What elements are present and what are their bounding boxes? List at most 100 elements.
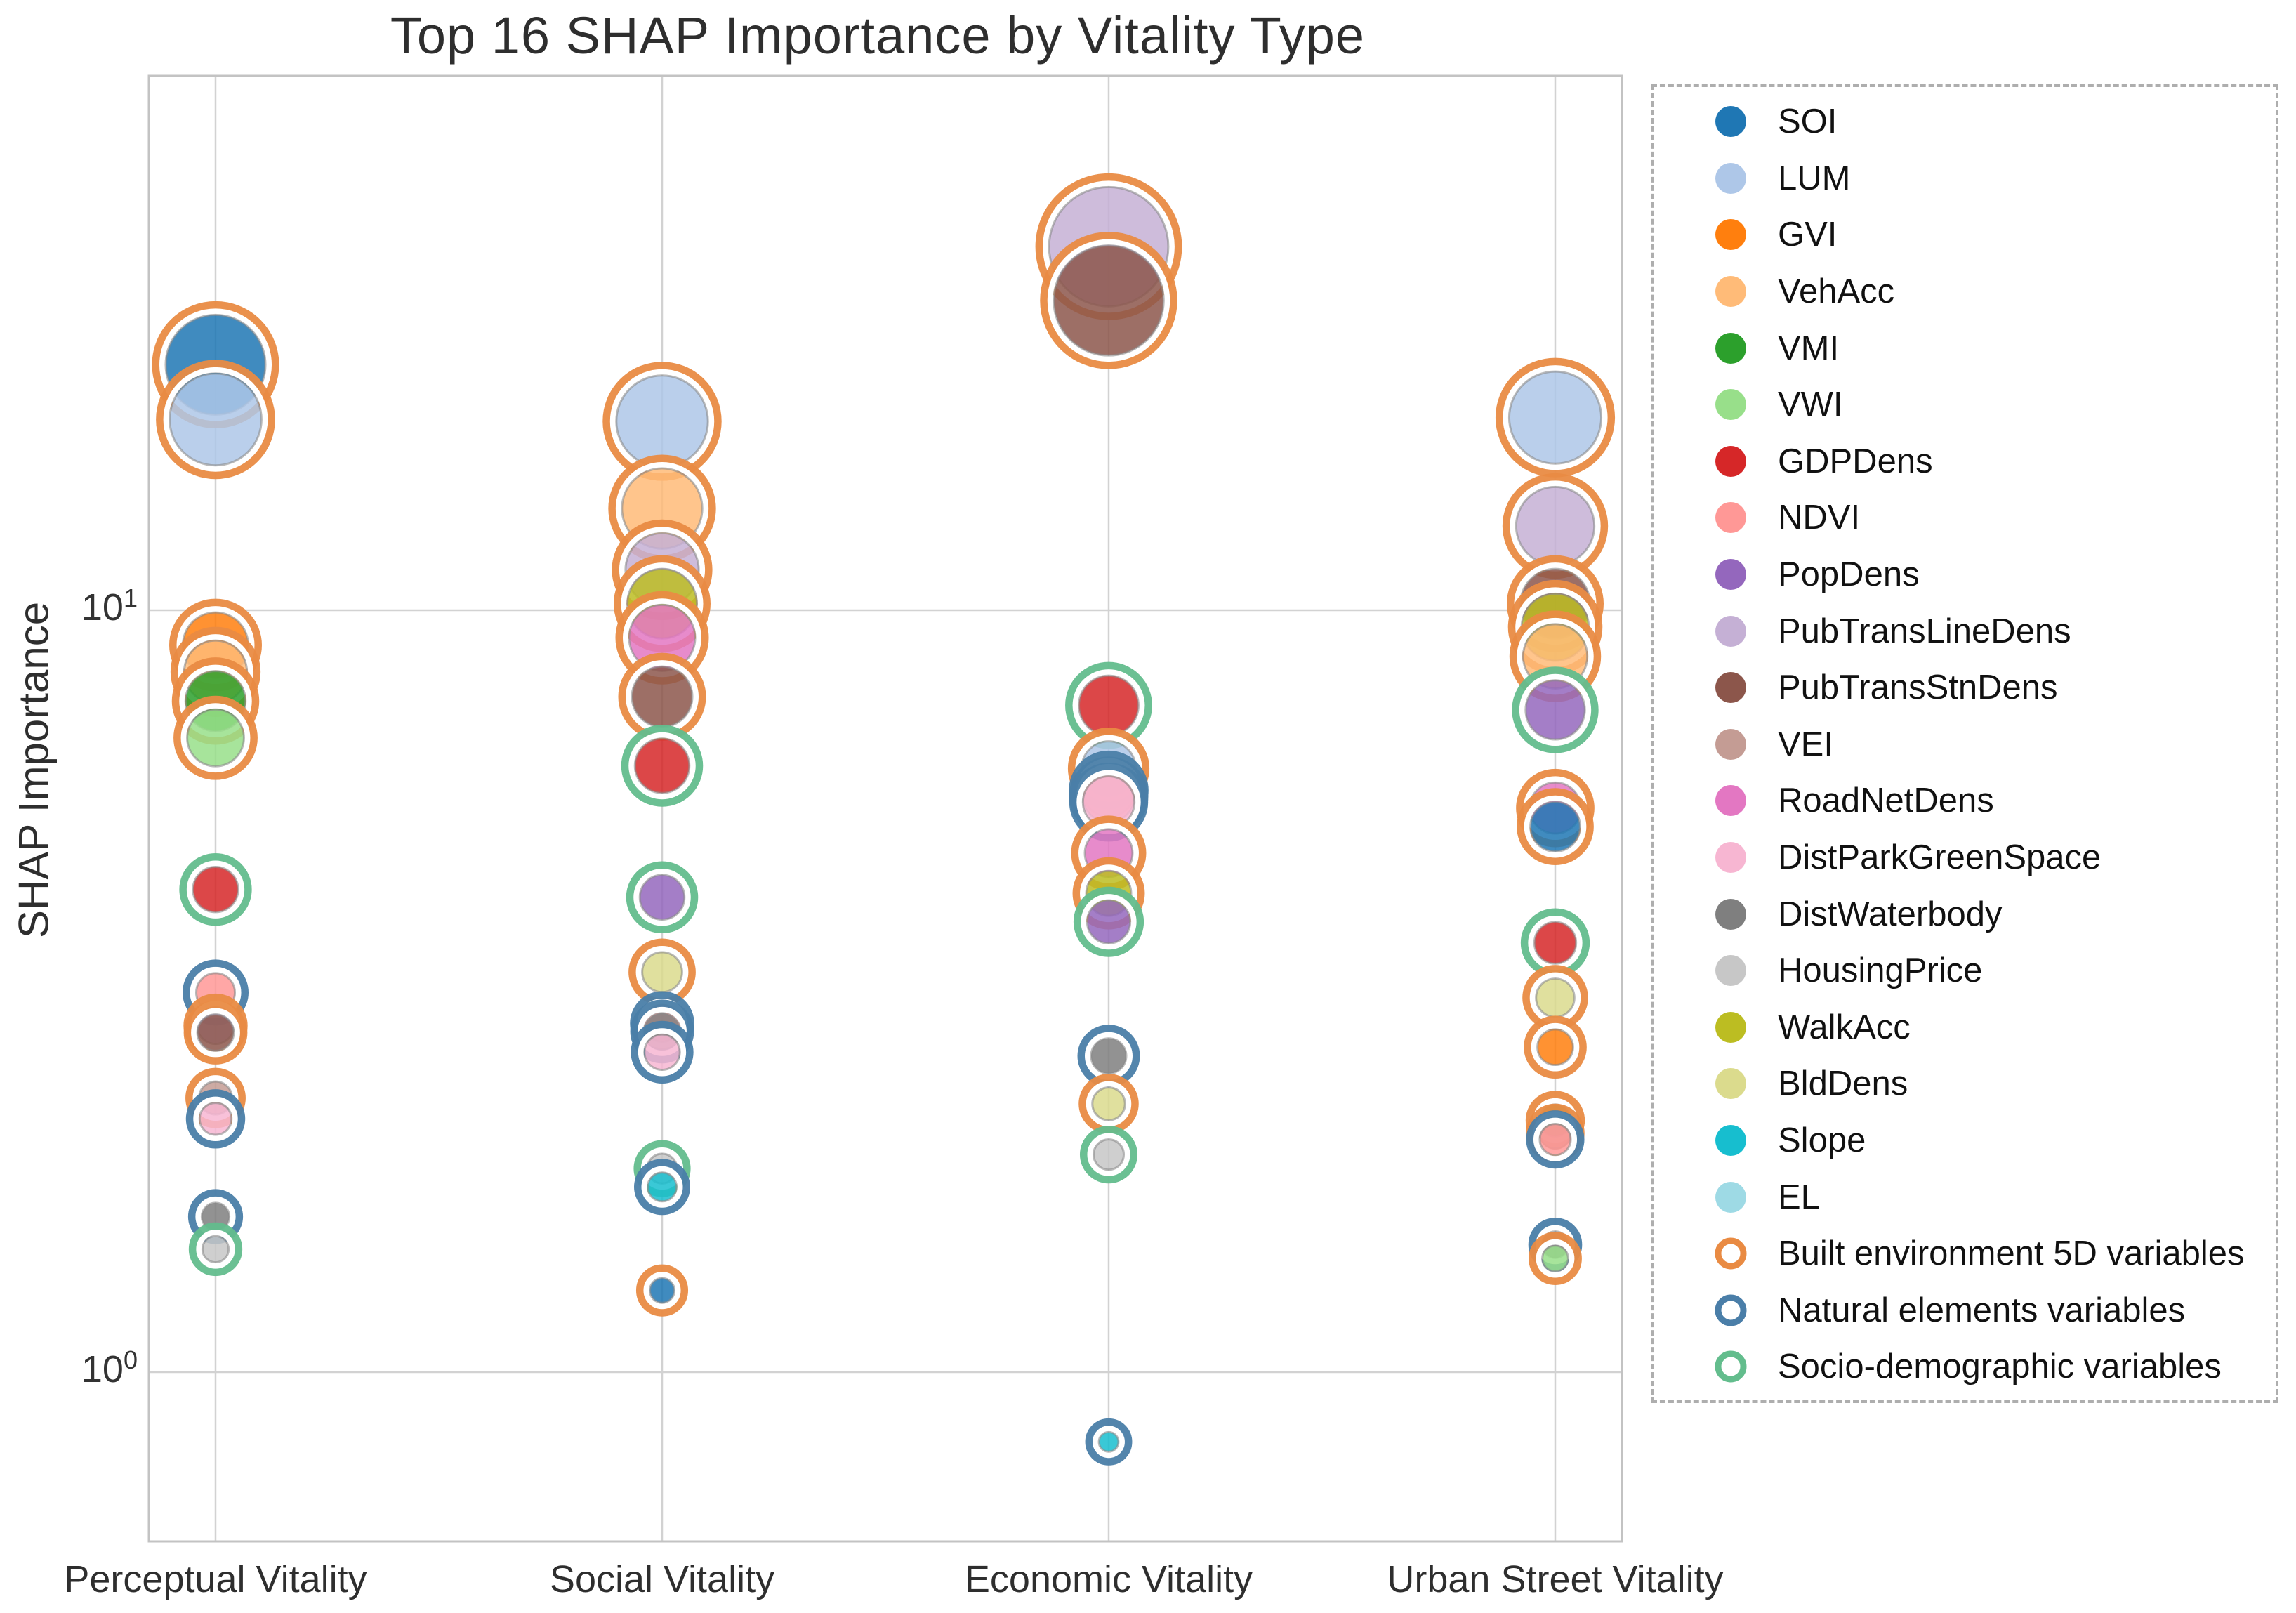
- bubble-ring-built: [156, 360, 275, 480]
- bubble-fill-Slope: [646, 1171, 678, 1203]
- bubble-gap: [1081, 894, 1137, 950]
- legend-label: EL: [1778, 1178, 1820, 1216]
- legend-label: VMI: [1778, 329, 1840, 367]
- bubble-fill-GDPDens: [1078, 674, 1140, 737]
- legend-label: GDPDens: [1778, 442, 1933, 480]
- legend-dot: [1715, 842, 1746, 874]
- legend-label: VEI: [1778, 725, 1833, 763]
- legend-dot: [1715, 672, 1746, 704]
- legend-dot-WalkAcc-icon: [1715, 1011, 1746, 1043]
- legend-item-legend-ring-socio: Socio-demographic variables: [1713, 1338, 2276, 1395]
- legend-label: PubTransLineDens: [1778, 612, 2071, 650]
- legend-dot: [1715, 898, 1746, 930]
- legend-dot: [1715, 332, 1746, 364]
- bubble-GDPDens: [1520, 908, 1590, 977]
- bubble-gap: [1087, 1133, 1130, 1176]
- legend-label: DistWaterbody: [1778, 895, 2003, 933]
- legend-dot: [1715, 728, 1746, 760]
- legend-label: Socio-demographic variables: [1778, 1348, 2222, 1386]
- legend-label: HousingPrice: [1778, 952, 1983, 990]
- legend-dot: [1715, 106, 1746, 138]
- series-social-vitality: [602, 362, 722, 1317]
- legend-label: VehAcc: [1778, 272, 1895, 311]
- bubble-HousingPrice: [188, 1222, 243, 1277]
- legend-label: BldDens: [1778, 1065, 1908, 1103]
- bubble-gap: [633, 869, 691, 926]
- legend-item-legend-dot-PubTransStnDens: PubTransStnDens: [1713, 659, 2276, 716]
- bubble-gap: [1503, 365, 1608, 470]
- bubble-fill-PopDens: [1086, 899, 1132, 944]
- series-perceptual-vitality: [152, 301, 279, 1277]
- legend-item-legend-dot-WalkAcc: WalkAcc: [1713, 999, 2276, 1056]
- plot-border: [147, 74, 1623, 1543]
- bubble-fill-SOI: [648, 1277, 676, 1304]
- bubble-gap: [641, 1166, 683, 1208]
- bubble-ring-built: [1517, 788, 1594, 865]
- legend-ring-natural-icon: [1715, 1294, 1747, 1326]
- bubble-ring-natural: [633, 1159, 691, 1216]
- chart-title: Top 16 SHAP Importance by Vitality Type: [390, 6, 1366, 65]
- bubble-gap: [1519, 673, 1592, 746]
- legend-dot: [1715, 276, 1746, 308]
- series-economic-vitality: [1035, 173, 1182, 1466]
- bubble-ring-socio: [626, 861, 699, 934]
- bubble-LUM: [156, 360, 275, 480]
- legend-label: GVI: [1778, 216, 1838, 254]
- legend-dot: [1715, 1124, 1746, 1156]
- bubble-fill-PubTransStnDens: [196, 1013, 235, 1052]
- bubble-ring-built: [635, 1264, 689, 1317]
- bubble-NDVI: [1526, 1110, 1585, 1169]
- legend-label: Slope: [1778, 1121, 1866, 1159]
- legend-dot: [1715, 219, 1746, 251]
- bubble-gap: [191, 1008, 240, 1058]
- bubble-ring-socio: [1512, 666, 1599, 753]
- legend-item-legend-dot-Slope: Slope: [1713, 1112, 2276, 1169]
- bubble-fill-HousingPrice: [1092, 1138, 1126, 1171]
- legend-dot-EL-icon: [1715, 1181, 1746, 1213]
- bubble-SOI: [635, 1264, 689, 1317]
- bubble-PubTransStnDens: [618, 652, 706, 741]
- bubble-gap: [1047, 239, 1170, 362]
- bubble-PopDens: [626, 861, 699, 934]
- bubble-DistParkGreenSpace: [185, 1089, 246, 1149]
- legend-dot: [1715, 1181, 1746, 1213]
- bubble-gap: [180, 703, 251, 773]
- bubble-gap: [1533, 1117, 1578, 1161]
- bubble-Slope: [1085, 1418, 1133, 1466]
- bubble-ring-built: [183, 1001, 248, 1065]
- bubble-fill-LUM: [169, 372, 263, 467]
- bubble-fill-PubTransStnDens: [1053, 244, 1165, 357]
- bubble-gap: [163, 367, 268, 472]
- bubble-ring-socio: [621, 725, 704, 807]
- bubble-fill-PopDens: [638, 874, 686, 921]
- bubble-fill-BldDens: [1535, 977, 1576, 1018]
- bubble-gap: [1086, 1081, 1132, 1127]
- legend-dot-DistParkGreenSpace-icon: [1715, 842, 1746, 874]
- bubble-HousingPrice: [1079, 1126, 1138, 1184]
- bubble-fill-SOI: [1529, 801, 1581, 852]
- legend-item-legend-dot-BldDens: BldDens: [1713, 1055, 2276, 1112]
- legend-ring: [1715, 1350, 1747, 1383]
- bubble-PubTransStnDens: [183, 1001, 248, 1065]
- legend-label: NDVI: [1778, 499, 1861, 537]
- bubble-fill-LUM: [615, 374, 709, 468]
- legend-label: Built environment 5D variables: [1778, 1235, 2245, 1273]
- bubble-GDPDens: [1065, 661, 1152, 749]
- legend-item-legend-ring-natural: Natural elements variables: [1713, 1282, 2276, 1338]
- legend-dot-RoadNetDens-icon: [1715, 785, 1746, 817]
- legend-dot: [1715, 502, 1746, 534]
- legend-dot: [1715, 955, 1746, 987]
- legend-dot-VEI-icon: [1715, 728, 1746, 760]
- legend-item-legend-dot-VEI: VEI: [1713, 716, 2276, 773]
- legend-item-legend-dot-RoadNetDens: RoadNetDens: [1713, 772, 2276, 829]
- bubble-fill-DistParkGreenSpace: [643, 1033, 681, 1071]
- bubble-fill-PopDens: [1524, 679, 1586, 741]
- legend-ring-socio-icon: [1715, 1350, 1747, 1383]
- bubble-ring-built: [1524, 1015, 1587, 1079]
- legend-item-legend-dot-SOI: SOI: [1713, 93, 2276, 150]
- bubble-gap: [638, 1028, 687, 1077]
- bubble-fill-DistWaterbody: [1090, 1037, 1128, 1075]
- bubble-ring-socio: [188, 1222, 243, 1277]
- legend-label: DistParkGreenSpace: [1778, 838, 2102, 877]
